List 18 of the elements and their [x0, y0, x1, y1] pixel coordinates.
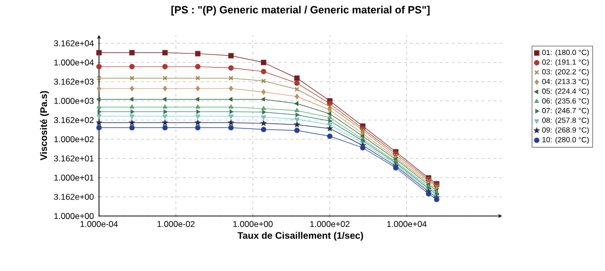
y-tick-label: 3.162e+02 — [54, 117, 94, 124]
y-tick-label: 1.000e+04 — [54, 59, 94, 66]
y-tick-label: 1.000e+03 — [54, 98, 94, 104]
x-tick-label: 1.000e+02 — [310, 221, 350, 228]
y-tick-label: 3.162e+01 — [54, 155, 94, 162]
x-tick-label: 1.000e-04 — [80, 221, 118, 228]
x-tick-label: 1.000e+00 — [233, 221, 273, 228]
chart-title: [PS : "(P) Generic material / Generic material of PS"] — [171, 6, 430, 16]
y-tick-label: 1.000e+00 — [54, 213, 94, 219]
y-tick-label: 3.162e+04 — [54, 40, 94, 46]
y-tick-label: 1.000e+01 — [54, 174, 94, 181]
x-tick-label: 1.000e+04 — [387, 221, 427, 228]
y-tick-label: 3.162e+03 — [54, 78, 94, 85]
x-tick-label: 1.000e-02 — [158, 221, 195, 228]
y-tick-label: 1.000e+02 — [54, 136, 94, 142]
x-axis-title: Taux de Cisaillement (1/sec) — [238, 232, 364, 241]
y-tick-label: 3.162e+00 — [54, 194, 94, 200]
y-axis-title: Viscosité (Pa.s) — [40, 91, 49, 160]
